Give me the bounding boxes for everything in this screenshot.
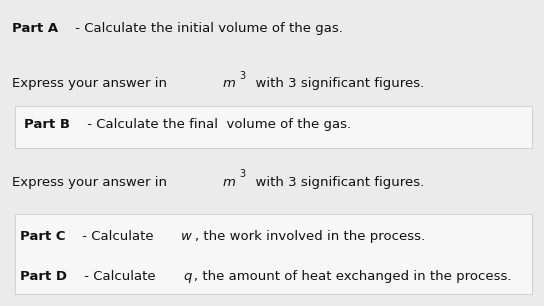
Text: Part D: Part D [20, 270, 66, 283]
Text: , the work involved in the process.: , the work involved in the process. [195, 230, 425, 243]
Text: - Calculate the final  volume of the gas.: - Calculate the final volume of the gas. [83, 118, 351, 131]
Text: with 3 significant figures.: with 3 significant figures. [248, 77, 425, 90]
Text: with 3 significant figures.: with 3 significant figures. [248, 176, 425, 189]
Text: m: m [223, 77, 236, 90]
Text: Part A: Part A [12, 22, 58, 35]
Text: Express your answer in: Express your answer in [12, 176, 176, 189]
FancyBboxPatch shape [15, 214, 532, 294]
Text: w: w [181, 230, 192, 243]
FancyBboxPatch shape [15, 106, 532, 148]
Text: - Calculate the initial volume of the gas.: - Calculate the initial volume of the ga… [71, 22, 343, 35]
Text: - Calculate: - Calculate [78, 230, 158, 243]
Text: - Calculate: - Calculate [80, 270, 160, 283]
Text: q: q [183, 270, 191, 283]
Text: Express your answer in: Express your answer in [12, 77, 176, 90]
Text: 3: 3 [239, 71, 246, 81]
Text: Part C: Part C [20, 230, 65, 243]
Text: m: m [223, 176, 236, 189]
Text: 3: 3 [239, 169, 246, 179]
Text: , the amount of heat exchanged in the process.: , the amount of heat exchanged in the pr… [194, 270, 511, 283]
Text: Part B: Part B [24, 118, 70, 131]
